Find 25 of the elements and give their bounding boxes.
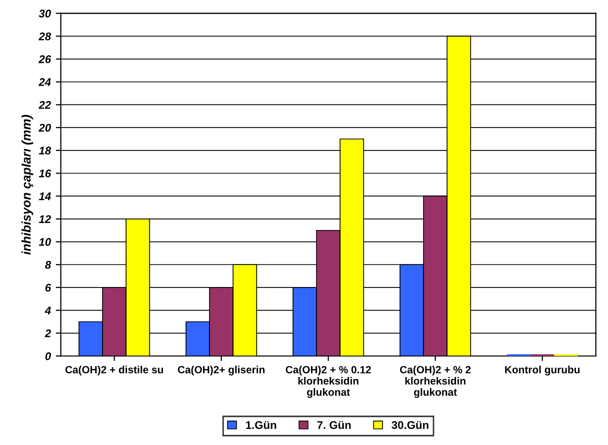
legend-label: 30.Gün (392, 421, 428, 429)
y-tick-label: 22 (38, 100, 51, 109)
x-tick-label: Ca(OH)2 + % 2 klorheksidin glukonat (400, 366, 471, 398)
y-tick-label: 8 (45, 260, 52, 269)
y-tick-label: 20 (38, 124, 51, 132)
y-tick-label: 12 (38, 215, 51, 223)
y-tick-label: 28 (38, 32, 52, 40)
y-tick-label: 0 (45, 352, 51, 360)
y-tick-label: 2 (44, 329, 51, 338)
y-tick-label: 18 (38, 146, 52, 155)
y-tick-label: 24 (38, 78, 51, 86)
legend-label: 7. Gün (317, 421, 351, 429)
y-tick-label: 16 (38, 170, 52, 178)
y-tick-label: 10 (38, 238, 51, 246)
x-tick-label: Kontrol gurubu (505, 366, 580, 376)
y-tick-label: 14 (38, 192, 51, 200)
y-tick-label: 30 (38, 10, 51, 18)
y-tick-label: 26 (38, 55, 52, 64)
legend-label: 1.Gün (246, 421, 276, 429)
y-tick-label: 6 (45, 284, 52, 292)
x-tick-label: Ca(OH)2 + % 0.12 klorheksidin glukonat (286, 366, 371, 398)
y-tick-label: 4 (44, 306, 51, 314)
y-axis-title: inhibisyon çapları (mm) (22, 114, 34, 255)
x-tick-label: Ca(OH)2 + distile su (65, 366, 163, 376)
x-tick-label: Ca(OH)2+ gliserin (178, 366, 265, 376)
